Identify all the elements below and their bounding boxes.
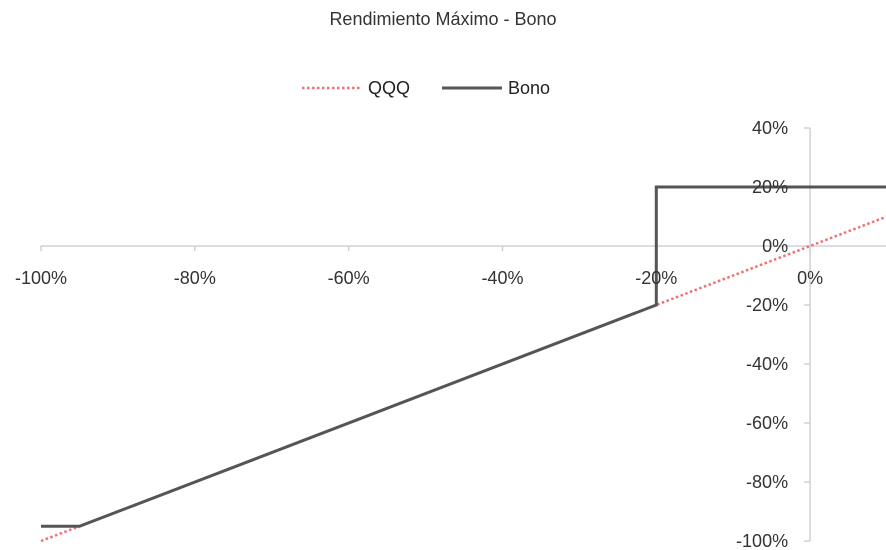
- legend-label-bono: Bono: [508, 77, 551, 98]
- axes-layer: [40, 127, 886, 542]
- x-tick-label: 0%: [797, 268, 823, 288]
- y-tick-label: -20%: [746, 295, 788, 315]
- x-tick-label: -100%: [15, 268, 67, 288]
- x-tick-label: -80%: [174, 268, 216, 288]
- labels-layer: 40% 20% 0% -20% -40% -60% -80% -100% -100% -80% -6…: [15, 118, 823, 550]
- chart-title: Rendimiento Máximo - Bono: [329, 9, 557, 29]
- legend-swatch-bono: [442, 86, 503, 90]
- y-tick-label: 40%: [752, 118, 788, 138]
- y-tick-label: -40%: [746, 354, 788, 374]
- series-line-bono: [41, 185, 886, 528]
- legend-label-qqq: QQQ: [368, 77, 411, 98]
- y-tick-label: -60%: [746, 413, 788, 433]
- legend-swatch-qqq: [302, 86, 362, 90]
- legend-item-bono: Bono: [440, 78, 550, 99]
- series-layer: [40, 185, 886, 543]
- y-tick-label: -80%: [746, 472, 788, 492]
- x-tick-label: -60%: [328, 268, 370, 288]
- x-tick-label: -40%: [481, 268, 523, 288]
- y-tick-label: -100%: [736, 531, 788, 550]
- y-tick-label: 20%: [752, 177, 788, 197]
- y-tick-label: 0%: [762, 236, 788, 256]
- legend-item-qqq: QQQ: [300, 78, 410, 99]
- legend: QQQ Bono: [300, 76, 580, 100]
- x-tick-label: -20%: [635, 268, 677, 288]
